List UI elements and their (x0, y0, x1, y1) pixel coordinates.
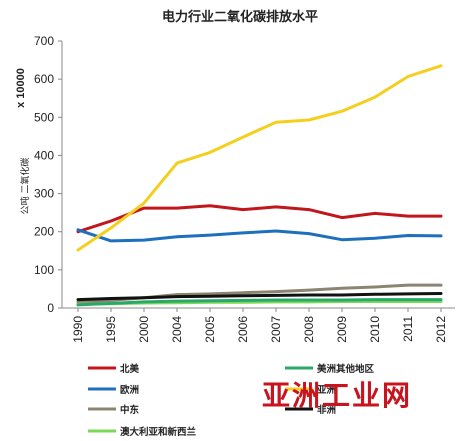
watermark: 亚洲工业网 (262, 379, 412, 412)
x-tick-labels: 1990 1995 2000 2004 2005 2006 2007 2008 2009 2010… (71, 316, 448, 343)
x-tick-label: 2009 (335, 316, 349, 343)
x-tick-label: 2005 (203, 316, 217, 343)
legend-label: 亚洲 (317, 385, 336, 396)
y-tick-label: 200 (34, 225, 54, 239)
x-tick-label: 2004 (170, 316, 184, 343)
y-tick-label: 700 (34, 34, 54, 48)
legend-label: 北美 (120, 363, 140, 375)
y-tick-label: 100 (34, 263, 54, 277)
series-line (76, 292, 443, 302)
legend-label: 美洲其他地区 (316, 363, 375, 375)
x-tick-label: 2008 (302, 316, 316, 343)
x-tick-label: 2006 (236, 316, 250, 343)
y-tick-labels: 0 100 200 300 400 500 600 700 (34, 34, 54, 315)
legend-label: 中东 (120, 404, 140, 416)
series-line (76, 64, 443, 252)
y-tick-label: 400 (34, 148, 54, 162)
y-tick-label: 600 (34, 72, 54, 86)
y-axis-label: 公吨 二氧化碳 (19, 158, 31, 215)
x-tick-label: 2010 (368, 316, 382, 343)
x-tick-label: 2000 (137, 316, 151, 343)
x-tick-label: 2007 (269, 316, 283, 343)
series-line (76, 298, 443, 307)
x-tick-label: 1990 (71, 316, 85, 343)
series-lines (76, 64, 443, 307)
y-axis-multiplier: x 10000 (15, 68, 27, 108)
y-tick-label: 300 (34, 187, 54, 201)
y-tick-label: 500 (34, 110, 54, 124)
chart-title: 电力行业二氧化碳排放水平 (162, 9, 318, 25)
legend-label: 澳大利亚和新西兰 (120, 426, 197, 438)
x-tick-label: 2012 (434, 316, 448, 343)
x-tick-label: 2011 (401, 316, 415, 342)
x-tick-label: 1995 (104, 316, 118, 343)
y-tick-label: 0 (47, 301, 54, 315)
axes (58, 40, 455, 312)
series-line (76, 228, 443, 243)
legend-label: 欧洲 (120, 384, 139, 396)
legend-label: 非洲 (317, 404, 336, 416)
series-line (76, 204, 443, 234)
